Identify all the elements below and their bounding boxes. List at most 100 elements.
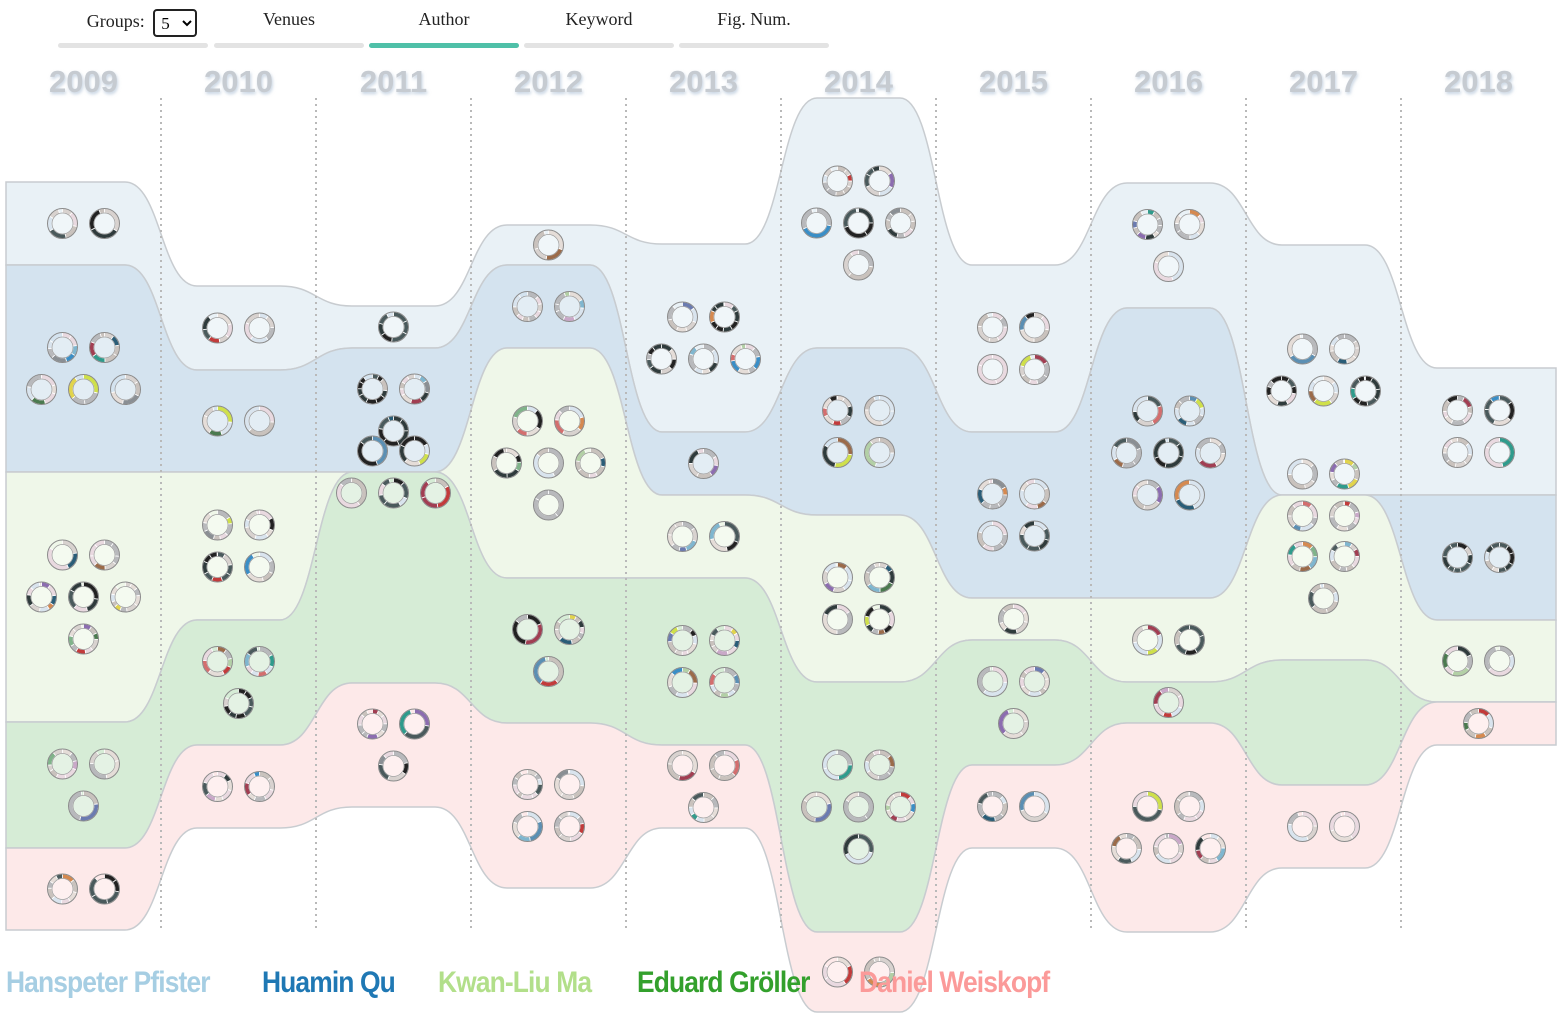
paper-glyph[interactable] bbox=[1442, 395, 1473, 426]
paper-glyph[interactable] bbox=[47, 539, 78, 571]
paper-glyph[interactable] bbox=[1329, 333, 1360, 365]
tab-fig-num[interactable]: Fig. Num. bbox=[679, 0, 829, 48]
paper-glyph[interactable] bbox=[1153, 437, 1184, 469]
paper-glyph[interactable] bbox=[68, 581, 99, 613]
paper-glyph[interactable] bbox=[554, 291, 585, 322]
paper-glyph[interactable] bbox=[1174, 395, 1205, 427]
paper-glyph[interactable] bbox=[998, 603, 1029, 635]
paper-glyph[interactable] bbox=[1153, 251, 1184, 282]
tab-keyword[interactable]: Keyword bbox=[524, 0, 674, 48]
paper-glyph[interactable] bbox=[998, 708, 1029, 739]
paper-glyph[interactable] bbox=[1019, 354, 1050, 385]
paper-glyph[interactable] bbox=[512, 614, 543, 645]
paper-glyph[interactable] bbox=[68, 623, 99, 655]
paper-glyph[interactable] bbox=[843, 833, 874, 865]
paper-glyph[interactable] bbox=[1442, 645, 1473, 677]
paper-glyph[interactable] bbox=[68, 790, 99, 822]
paper-glyph[interactable] bbox=[822, 562, 853, 593]
paper-glyph[interactable] bbox=[1484, 395, 1515, 426]
paper-glyph[interactable] bbox=[864, 749, 895, 781]
paper-glyph[interactable] bbox=[47, 332, 78, 363]
year-label-2012[interactable]: 2012 bbox=[514, 64, 583, 99]
paper-glyph[interactable] bbox=[1195, 833, 1226, 864]
paper-glyph[interactable] bbox=[709, 625, 740, 656]
paper-glyph[interactable] bbox=[667, 625, 698, 656]
paper-glyph[interactable] bbox=[1153, 687, 1184, 718]
year-label-2013[interactable]: 2013 bbox=[669, 64, 738, 99]
paper-glyph[interactable] bbox=[89, 332, 120, 363]
stream-pink[interactable] bbox=[5, 682, 1557, 1013]
year-label-2017[interactable]: 2017 bbox=[1289, 64, 1358, 99]
paper-glyph[interactable] bbox=[26, 374, 57, 405]
paper-glyph[interactable] bbox=[47, 208, 78, 239]
paper-glyph[interactable] bbox=[667, 667, 698, 698]
paper-glyph[interactable] bbox=[1174, 209, 1205, 240]
paper-glyph[interactable] bbox=[1442, 542, 1473, 573]
paper-glyph[interactable] bbox=[202, 551, 233, 583]
paper-glyph[interactable] bbox=[202, 312, 233, 344]
paper-glyph[interactable] bbox=[420, 477, 451, 509]
year-label-2011[interactable]: 2011 bbox=[360, 64, 427, 99]
paper-glyph[interactable] bbox=[1195, 437, 1226, 469]
paper-glyph[interactable] bbox=[977, 791, 1008, 822]
paper-glyph[interactable] bbox=[977, 478, 1008, 510]
paper-glyph[interactable] bbox=[1287, 458, 1318, 490]
paper-glyph[interactable] bbox=[1132, 791, 1163, 822]
paper-glyph[interactable] bbox=[89, 208, 120, 239]
legend-item[interactable]: Huamin Qu bbox=[262, 966, 396, 999]
paper-glyph[interactable] bbox=[709, 301, 740, 333]
paper-glyph[interactable] bbox=[822, 395, 853, 426]
paper-glyph[interactable] bbox=[378, 415, 409, 447]
paper-glyph[interactable] bbox=[822, 437, 853, 468]
paper-glyph[interactable] bbox=[977, 312, 1008, 343]
paper-glyph[interactable] bbox=[378, 750, 409, 782]
legend-item[interactable]: Daniel Weiskopf bbox=[858, 966, 1050, 999]
paper-glyph[interactable] bbox=[554, 614, 585, 645]
paper-glyph[interactable] bbox=[68, 374, 99, 405]
year-label-2009[interactable]: 2009 bbox=[49, 64, 118, 99]
paper-glyph[interactable] bbox=[202, 646, 233, 677]
paper-glyph[interactable] bbox=[533, 447, 564, 479]
paper-glyph[interactable] bbox=[554, 769, 585, 800]
paper-glyph[interactable] bbox=[864, 956, 895, 988]
paper-glyph[interactable] bbox=[667, 750, 698, 781]
paper-glyph[interactable] bbox=[1174, 624, 1205, 656]
paper-glyph[interactable] bbox=[885, 791, 916, 823]
paper-glyph[interactable] bbox=[512, 405, 543, 437]
tab-venues[interactable]: Venues bbox=[214, 0, 364, 48]
paper-glyph[interactable] bbox=[977, 520, 1008, 552]
paper-glyph[interactable] bbox=[244, 551, 275, 583]
paper-glyph[interactable] bbox=[1132, 479, 1163, 511]
paper-glyph[interactable] bbox=[575, 447, 606, 479]
paper-glyph[interactable] bbox=[47, 873, 78, 905]
paper-glyph[interactable] bbox=[491, 447, 522, 479]
paper-glyph[interactable] bbox=[202, 405, 233, 437]
year-label-2018[interactable]: 2018 bbox=[1444, 64, 1513, 99]
paper-glyph[interactable] bbox=[89, 873, 120, 905]
paper-glyph[interactable] bbox=[1132, 209, 1163, 240]
paper-glyph[interactable] bbox=[244, 509, 275, 541]
paper-glyph[interactable] bbox=[1484, 645, 1515, 677]
paper-glyph[interactable] bbox=[1484, 437, 1515, 468]
paper-glyph[interactable] bbox=[1132, 395, 1163, 427]
paper-glyph[interactable] bbox=[1174, 791, 1205, 822]
paper-glyph[interactable] bbox=[223, 688, 254, 719]
paper-glyph[interactable] bbox=[512, 291, 543, 322]
paper-glyph[interactable] bbox=[1019, 312, 1050, 343]
paper-glyph[interactable] bbox=[533, 489, 564, 521]
paper-glyph[interactable] bbox=[667, 301, 698, 333]
paper-glyph[interactable] bbox=[336, 477, 367, 509]
paper-glyph[interactable] bbox=[533, 656, 564, 687]
year-label-2014[interactable]: 2014 bbox=[824, 64, 894, 99]
paper-glyph[interactable] bbox=[1329, 500, 1360, 532]
paper-glyph[interactable] bbox=[378, 477, 409, 509]
paper-glyph[interactable] bbox=[89, 748, 120, 780]
paper-glyph[interactable] bbox=[977, 354, 1008, 385]
paper-glyph[interactable] bbox=[202, 771, 233, 802]
paper-glyph[interactable] bbox=[1329, 811, 1360, 842]
paper-glyph[interactable] bbox=[512, 811, 543, 842]
paper-glyph[interactable] bbox=[1287, 541, 1318, 572]
paper-glyph[interactable] bbox=[399, 708, 430, 740]
paper-glyph[interactable] bbox=[864, 604, 895, 635]
year-label-2015[interactable]: 2015 bbox=[979, 64, 1048, 99]
